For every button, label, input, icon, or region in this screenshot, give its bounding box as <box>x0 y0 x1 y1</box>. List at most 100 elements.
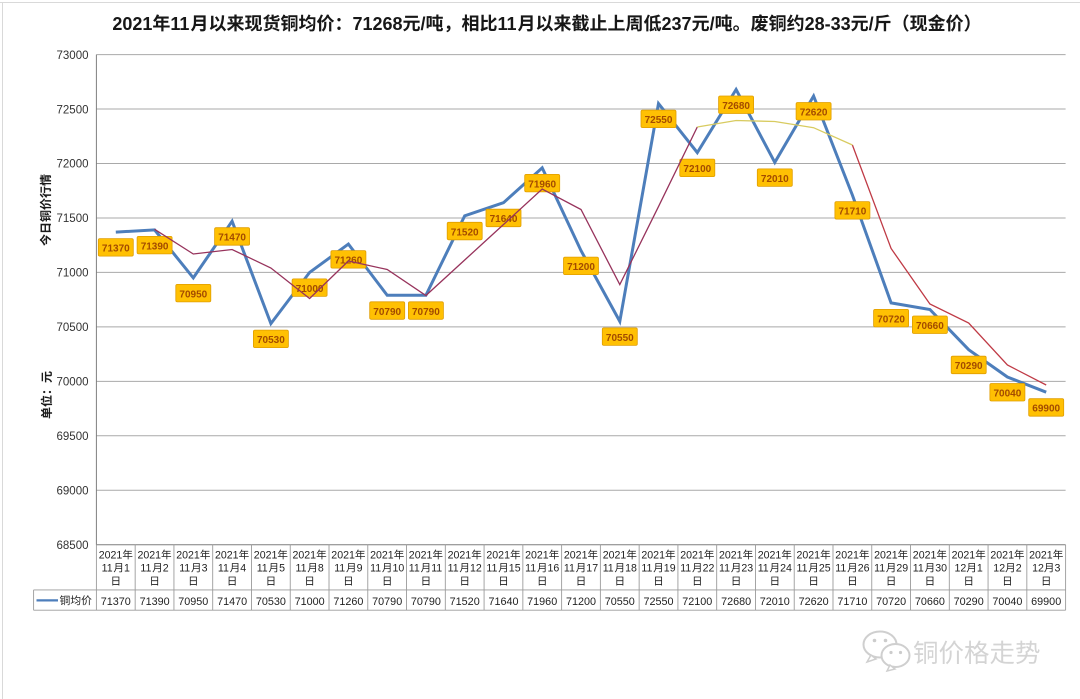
svg-text:2021: 2021 <box>99 550 123 562</box>
svg-text:17: 17 <box>586 563 598 575</box>
svg-text:2021: 2021 <box>293 550 317 562</box>
svg-text:26: 26 <box>858 563 870 575</box>
svg-text:71390: 71390 <box>141 241 169 252</box>
svg-text:72010: 72010 <box>760 596 790 608</box>
svg-text:11: 11 <box>179 563 190 575</box>
svg-text:70530: 70530 <box>256 596 286 608</box>
svg-text:12: 12 <box>470 563 482 575</box>
svg-text:2021: 2021 <box>370 550 394 562</box>
svg-text:71520: 71520 <box>450 596 480 608</box>
svg-text:24: 24 <box>780 563 792 575</box>
svg-text:70290: 70290 <box>955 361 983 372</box>
svg-text:70790: 70790 <box>412 307 440 318</box>
svg-text:69900: 69900 <box>1031 596 1061 608</box>
svg-text:22: 22 <box>703 563 715 575</box>
svg-text:71370: 71370 <box>101 596 131 608</box>
svg-text:70720: 70720 <box>876 596 906 608</box>
svg-text:11: 11 <box>835 563 846 575</box>
svg-text:71000: 71000 <box>296 284 324 295</box>
svg-text:71260: 71260 <box>333 596 363 608</box>
svg-text:1: 1 <box>124 563 130 575</box>
svg-text:70950: 70950 <box>178 596 208 608</box>
svg-text:2021: 2021 <box>448 550 472 562</box>
svg-text:28-33: 28-33 <box>805 14 851 34</box>
svg-text:70660: 70660 <box>915 596 945 608</box>
svg-text:11: 11 <box>797 563 808 575</box>
svg-text:70040: 70040 <box>992 596 1022 608</box>
svg-text:2021: 2021 <box>215 550 239 562</box>
svg-text:71370: 71370 <box>102 244 130 255</box>
svg-text:2021: 2021 <box>680 550 704 562</box>
svg-text:11: 11 <box>719 563 730 575</box>
svg-text:/: / <box>869 14 874 34</box>
svg-text:72100: 72100 <box>682 596 712 608</box>
svg-text:72100: 72100 <box>683 164 711 175</box>
svg-text:29: 29 <box>896 563 908 575</box>
svg-text:69000: 69000 <box>57 485 89 497</box>
svg-text:2021: 2021 <box>1029 550 1053 562</box>
svg-text:11: 11 <box>102 563 113 575</box>
svg-text:2021: 2021 <box>254 550 278 562</box>
svg-text:72500: 72500 <box>57 104 89 116</box>
svg-text:11: 11 <box>486 563 497 575</box>
svg-text:11: 11 <box>431 563 442 575</box>
svg-text:11: 11 <box>641 563 652 575</box>
svg-text:71470: 71470 <box>217 596 247 608</box>
svg-text:2021: 2021 <box>486 550 510 562</box>
svg-text:12: 12 <box>955 563 967 575</box>
svg-text:11: 11 <box>370 563 381 575</box>
svg-text:71640: 71640 <box>490 214 518 225</box>
svg-text:71000: 71000 <box>57 268 89 280</box>
svg-text:30: 30 <box>935 563 947 575</box>
svg-text:68500: 68500 <box>57 540 89 552</box>
svg-text:11: 11 <box>448 563 459 575</box>
svg-text:70530: 70530 <box>257 335 285 346</box>
svg-text:70040: 70040 <box>993 389 1021 400</box>
svg-text:12: 12 <box>993 563 1005 575</box>
svg-text:72550: 72550 <box>645 115 673 126</box>
svg-text:71500: 71500 <box>57 213 89 225</box>
svg-text:71520: 71520 <box>451 227 479 238</box>
svg-text:70660: 70660 <box>916 321 944 332</box>
svg-text:2021: 2021 <box>990 550 1014 562</box>
svg-text:71268: 71268 <box>353 14 403 34</box>
svg-text:15: 15 <box>509 563 521 575</box>
svg-text:11: 11 <box>296 563 307 575</box>
svg-text:71000: 71000 <box>295 596 325 608</box>
svg-text:11: 11 <box>218 563 229 575</box>
svg-text:11: 11 <box>140 563 151 575</box>
svg-text:2021: 2021 <box>913 550 937 562</box>
svg-text:11: 11 <box>257 563 268 575</box>
svg-text:71960: 71960 <box>527 596 557 608</box>
svg-text:2: 2 <box>1016 563 1022 575</box>
svg-text:71200: 71200 <box>566 596 596 608</box>
svg-text:11: 11 <box>564 563 575 575</box>
svg-text:2021: 2021 <box>138 550 162 562</box>
svg-text:2021: 2021 <box>719 550 743 562</box>
svg-text:11: 11 <box>874 563 885 575</box>
svg-text:11: 11 <box>913 563 924 575</box>
svg-text:10: 10 <box>393 563 405 575</box>
svg-text:70550: 70550 <box>606 333 634 344</box>
svg-text:70290: 70290 <box>954 596 984 608</box>
svg-text:70950: 70950 <box>179 289 207 300</box>
svg-text:70790: 70790 <box>411 596 441 608</box>
svg-text:73000: 73000 <box>57 50 89 62</box>
svg-text:11: 11 <box>498 14 517 34</box>
svg-text:2021: 2021 <box>603 550 627 562</box>
svg-text:11: 11 <box>170 14 189 34</box>
svg-text:71710: 71710 <box>838 207 866 218</box>
svg-text:16: 16 <box>548 563 560 575</box>
svg-text:11: 11 <box>603 563 614 575</box>
svg-text:2021: 2021 <box>797 550 821 562</box>
svg-text:69500: 69500 <box>57 431 89 443</box>
svg-text:5: 5 <box>279 563 285 575</box>
svg-text:71960: 71960 <box>528 179 556 190</box>
svg-text:70790: 70790 <box>373 307 401 318</box>
svg-text:19: 19 <box>664 563 676 575</box>
svg-text:/: / <box>421 14 426 34</box>
svg-text:72000: 72000 <box>57 159 89 171</box>
svg-text:11: 11 <box>334 563 345 575</box>
svg-text:72620: 72620 <box>800 108 828 119</box>
svg-text:70790: 70790 <box>372 596 402 608</box>
